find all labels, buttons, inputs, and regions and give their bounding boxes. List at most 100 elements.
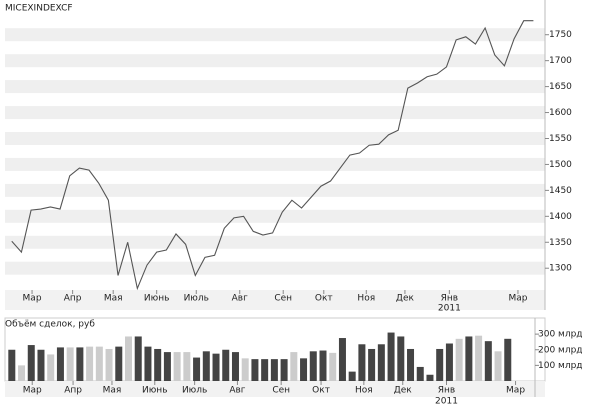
stripe (5, 235, 545, 249)
volume-bar (377, 344, 385, 381)
chart-title: MICEXINDEXCF (5, 4, 73, 14)
volume-bar (95, 346, 103, 381)
volume-bar (338, 338, 346, 381)
volume-bar (465, 336, 473, 381)
x-tick-label: Авг (229, 386, 245, 396)
volume-bar (144, 346, 152, 381)
price-line (11, 20, 534, 291)
volume-bar (27, 345, 35, 381)
volume-bar (484, 341, 492, 381)
volume-bar (231, 352, 239, 381)
volume-bar (251, 359, 259, 381)
volume-bar (270, 359, 278, 381)
volume-bar (66, 347, 74, 381)
volume-bar (86, 346, 94, 381)
volume-bar (348, 371, 356, 381)
volume-bar (290, 352, 298, 381)
volume-bar (319, 350, 327, 381)
x-tick-label: Сен (274, 294, 292, 304)
y-tick-label: 300 млрд (538, 330, 583, 340)
year-label: 2011 (438, 304, 461, 314)
y-tick-label: 100 млрд (538, 361, 583, 371)
volume-bar (261, 359, 269, 381)
x-tick-label: Мар (508, 294, 527, 304)
volume-bar (18, 365, 26, 381)
volume-bar (358, 344, 366, 381)
volume-bar (436, 348, 444, 381)
stripe (5, 80, 545, 94)
volume-bar (329, 352, 337, 381)
x-axis-band (5, 381, 545, 397)
x-axis-band (5, 290, 545, 310)
chart-title: Объём сделок, руб (5, 320, 95, 330)
x-tick-label: Янв (441, 294, 458, 304)
y-tick-label: 1550 (549, 134, 572, 144)
volume-bar (202, 351, 210, 381)
stripe (5, 28, 545, 42)
volume-bar (105, 348, 113, 381)
stripe (5, 261, 545, 275)
x-tick-label: Апр (64, 294, 82, 304)
x-tick-label: Окт (312, 386, 330, 396)
volume-bar (426, 374, 434, 381)
volume-bar (212, 353, 220, 381)
x-tick-label: Авг (232, 294, 248, 304)
volume-bar (397, 336, 405, 381)
y-tick-label: 1450 (549, 186, 572, 196)
x-tick-label: Мар (23, 294, 42, 304)
x-tick-label: Июнь (142, 386, 168, 396)
y-tick-label: 1600 (549, 108, 572, 118)
volume-bar (183, 352, 191, 381)
volume-bar (193, 357, 201, 381)
year-label: 2011 (435, 397, 458, 406)
y-tick-label: 1750 (549, 30, 572, 40)
x-tick-label: Дек (394, 386, 413, 396)
volume-bar (56, 347, 64, 381)
x-tick-label: Окт (315, 294, 333, 304)
volume-bar (280, 359, 288, 381)
x-tick-label: Мар (506, 386, 525, 396)
volume-bar (163, 352, 171, 381)
x-tick-label: Мая (104, 294, 123, 304)
volume-bar (8, 349, 16, 381)
volume-bar (222, 349, 230, 381)
stripe (5, 106, 545, 120)
y-tick-label: 1650 (549, 82, 572, 92)
y-tick-label: 1700 (549, 56, 572, 66)
x-tick-label: Июнь (144, 294, 170, 304)
volume-bar (475, 335, 483, 381)
volume-bar (154, 348, 162, 381)
stripe (5, 157, 545, 171)
volume-bar (494, 351, 502, 381)
stripe (5, 132, 545, 145)
x-tick-label: Сен (272, 386, 290, 396)
stripe (5, 183, 545, 197)
volume-bar (37, 349, 45, 381)
volume-bar (504, 338, 512, 381)
volume-bar (416, 366, 424, 381)
volume-bar (309, 351, 317, 381)
stripe (5, 54, 545, 68)
x-tick-label: Мая (103, 386, 122, 396)
volume-bar (368, 348, 376, 381)
x-tick-label: Апр (64, 386, 82, 396)
x-tick-label: Ноя (357, 294, 375, 304)
y-tick-label: 1300 (549, 264, 572, 274)
volume-bar (445, 343, 453, 381)
y-tick-label: 1400 (549, 212, 572, 222)
volume-bar (47, 354, 55, 381)
volume-bar (455, 338, 463, 381)
y-tick-label: 1500 (549, 160, 572, 170)
volume-bar (134, 336, 142, 381)
y-tick-label: 1350 (549, 238, 572, 248)
x-tick-label: Янв (438, 386, 455, 396)
x-tick-label: Июль (184, 294, 209, 304)
x-tick-label: Мар (23, 386, 42, 396)
volume-bar (125, 336, 133, 381)
x-tick-label: Ноя (355, 386, 373, 396)
volume-bar (76, 347, 84, 381)
volume-bar (407, 348, 415, 381)
volume-bar (241, 358, 249, 381)
volume-bar (173, 352, 181, 381)
